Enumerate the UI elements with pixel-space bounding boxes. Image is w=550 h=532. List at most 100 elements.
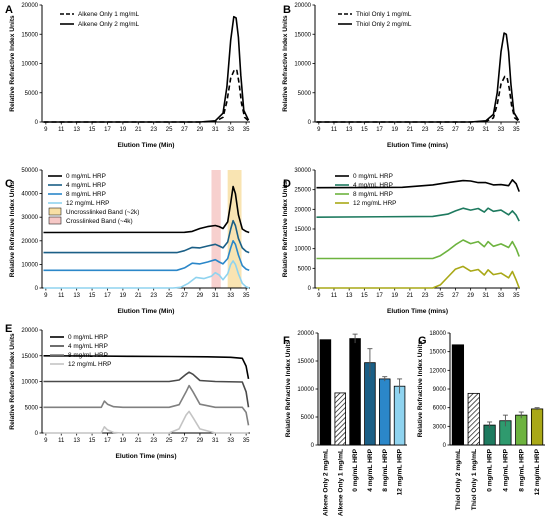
- y-tick-label: 20000: [294, 207, 311, 213]
- x-tick-label: 25: [437, 293, 444, 299]
- x-tick-label: 11: [331, 127, 338, 133]
- y-tick-label: 0: [443, 443, 447, 449]
- bar: [393, 385, 406, 446]
- x-tick-label: 29: [467, 127, 474, 133]
- x-tick-label: 29: [197, 127, 204, 133]
- legend: 0 mg/mL HRP 4 mg/mL HRP 8 mg/mL HRP 12 mg/m…: [50, 334, 111, 368]
- y-tick-label: 0: [35, 286, 39, 292]
- legend-label: 0 mg/mL HRP: [68, 334, 108, 341]
- y-axis-label: Relative Refractive Index Units: [282, 180, 289, 277]
- category-label: Thiol Only 1 mg/mL: [471, 449, 478, 510]
- y-tick-label: 15000: [294, 227, 311, 233]
- x-tick-label: 27: [181, 438, 188, 444]
- x-tick-label: 29: [197, 293, 204, 299]
- x-tick-label: 33: [227, 438, 234, 444]
- panel-E: 0 5000 10000 15000 20000 9 11 13 15 17 19 21 23 25 27 2…: [5, 323, 250, 460]
- x-tick-label: 17: [104, 438, 111, 444]
- y-tick-label: 10000: [294, 247, 311, 253]
- legend-label: Alkene Only 2 mg/mL: [78, 21, 140, 28]
- panel-letter: F: [283, 335, 290, 347]
- series-line-3: [43, 260, 250, 289]
- series-line-3: [316, 265, 520, 289]
- x-tick-label: 13: [73, 293, 80, 299]
- x-tick-label: 25: [437, 127, 444, 133]
- y-tick-label: 25000: [294, 188, 311, 194]
- series-line-0: [316, 75, 519, 123]
- legend-label: 12 mg/mL HRP: [353, 200, 396, 207]
- series-line-1: [43, 15, 250, 123]
- x-tick-label: 11: [58, 127, 65, 133]
- y-tick-label: 0: [308, 286, 312, 292]
- band-1: [211, 170, 221, 288]
- legend-label: 8 mg/mL HRP: [66, 191, 106, 198]
- x-tick-label: 23: [422, 293, 429, 299]
- y-axis-label: Relative Refractive Index Units: [282, 15, 289, 112]
- panel-C: 0 10000 20000 30000 40000 50000 9 11 13 15 17 19 21 2…: [5, 168, 250, 315]
- x-tick-label: 23: [150, 293, 157, 299]
- x-tick-label: 17: [376, 293, 383, 299]
- y-tick-label: 5000: [25, 405, 39, 411]
- x-tick-label: 21: [407, 293, 414, 299]
- x-tick-label: 9: [44, 127, 48, 133]
- bar: [319, 339, 332, 446]
- x-tick-label: 31: [482, 127, 489, 133]
- y-tick-label: 10000: [21, 262, 38, 268]
- legend-label: 8 mg/mL HRP: [68, 352, 108, 359]
- y-tick-label: 5000: [298, 91, 312, 97]
- category-label: Alkene Only 2 mg/mL: [322, 449, 329, 516]
- legend-band-swatch: [48, 216, 62, 225]
- series-line-1: [316, 207, 520, 222]
- x-tick-label: 11: [58, 438, 65, 444]
- x-tick-label: 19: [120, 438, 127, 444]
- y-tick-label: 50000: [21, 168, 38, 174]
- y-tick-label: 20000: [21, 239, 38, 245]
- panel-A: 0 5000 10000 15000 20000 9 11 13 15 17 19 21 23 25 27 2…: [5, 3, 250, 149]
- series-line-1: [43, 371, 250, 408]
- y-tick-label: 20000: [21, 328, 38, 334]
- panel-F: 0 5000 10000 15000 20000 Relative Refractive …: [283, 331, 407, 516]
- x-tick-label: 35: [513, 127, 520, 133]
- x-tick-label: 21: [135, 127, 142, 133]
- x-tick-label: 17: [376, 127, 383, 133]
- y-tick-label: 3000: [433, 424, 447, 430]
- x-tick-label: 13: [73, 438, 80, 444]
- x-tick-label: 13: [73, 127, 80, 133]
- series-line-1: [316, 32, 520, 123]
- x-tick-label: 15: [89, 438, 96, 444]
- y-tick-label: 20000: [21, 3, 38, 9]
- x-tick-label: 23: [150, 127, 157, 133]
- x-tick-label: 33: [498, 127, 505, 133]
- bar: [467, 392, 480, 446]
- y-tick-label: 6000: [433, 406, 447, 412]
- legend: 0 mg/mL HRP 4 mg/mL HRP 8 mg/mL HRP 12 mg/m…: [48, 173, 139, 225]
- y-tick-label: 5000: [298, 266, 312, 272]
- x-tick-label: 27: [181, 127, 188, 133]
- category-label: Thiol Only 2 mg/mL: [455, 449, 462, 510]
- x-tick-label: 19: [391, 293, 398, 299]
- legend-label: Uncrosslinked Band (~2k): [66, 209, 139, 216]
- x-tick-label: 11: [58, 293, 65, 299]
- y-tick-label: 10000: [294, 62, 311, 68]
- x-tick-label: 31: [212, 293, 219, 299]
- band-0: [227, 170, 242, 288]
- series-line-2: [43, 384, 250, 426]
- y-tick-label: 15000: [294, 32, 311, 38]
- legend-band-swatch: [48, 207, 62, 216]
- y-axis-label: Relative Refractive Index Units: [9, 333, 16, 430]
- legend-label: 0 mg/mL HRP: [66, 173, 106, 180]
- y-tick-label: 10000: [297, 387, 314, 393]
- y-tick-label: 15000: [21, 32, 38, 38]
- panel-D: 0 5000 10000 15000 20000 25000 30000 9 11 13 15 17 1…: [282, 168, 520, 315]
- y-tick-label: 9000: [433, 387, 447, 393]
- y-tick-label: 15000: [429, 350, 446, 356]
- legend-label: 12 mg/mL HRP: [66, 200, 109, 207]
- x-tick-label: 9: [317, 293, 321, 299]
- category-label: 12 mg/mL HRP: [397, 448, 404, 495]
- x-tick-label: 31: [482, 293, 489, 299]
- y-tick-label: 20000: [297, 331, 314, 337]
- panel-letter: G: [418, 335, 427, 347]
- x-tick-label: 27: [452, 127, 459, 133]
- bar: [515, 414, 528, 446]
- y-tick-label: 10000: [21, 62, 38, 68]
- y-tick-label: 18000: [429, 331, 446, 337]
